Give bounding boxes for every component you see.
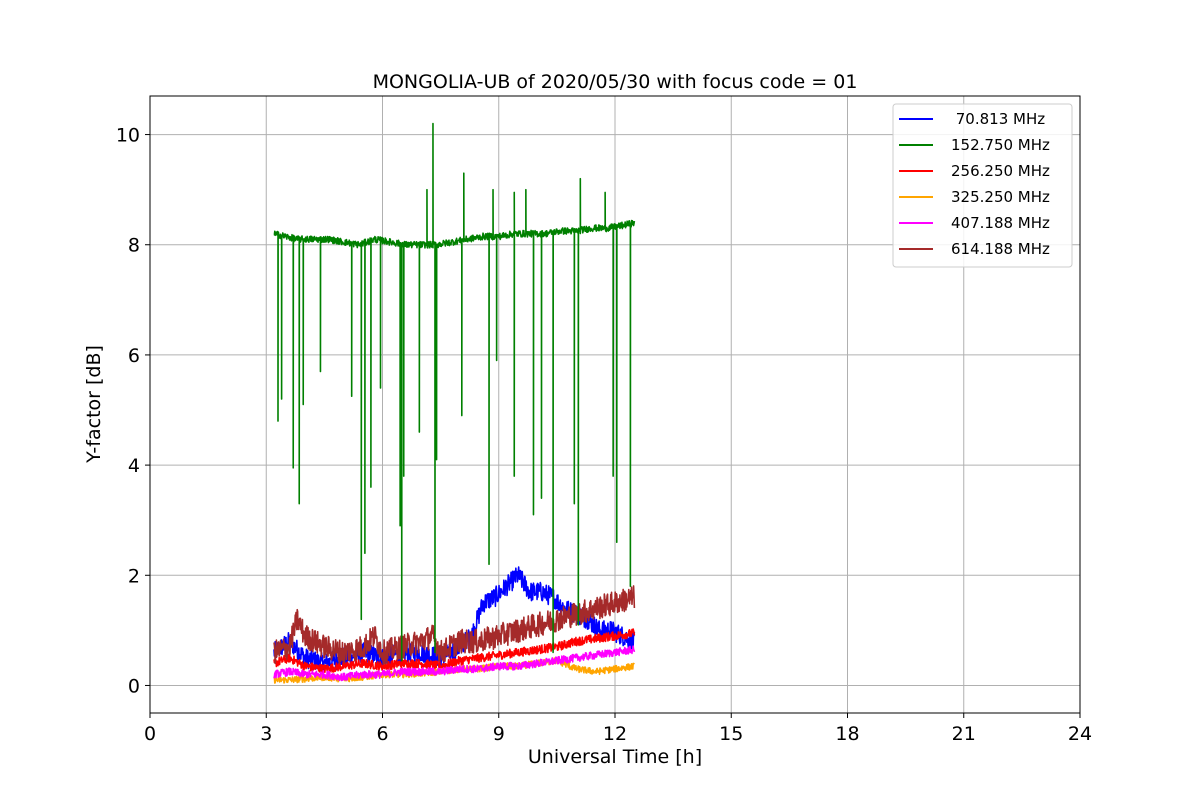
x-tick-label: 12 <box>603 723 627 745</box>
legend-label: 325.250 MHz <box>951 188 1050 206</box>
x-tick-label: 3 <box>260 723 272 745</box>
series-line <box>273 585 636 665</box>
legend-label: 407.188 MHz <box>951 214 1050 232</box>
y-tick-label: 4 <box>128 455 140 477</box>
legend-label: 614.188 MHz <box>951 240 1050 258</box>
x-tick-label: 0 <box>144 723 156 745</box>
x-tick-label: 9 <box>493 723 505 745</box>
series-line <box>273 645 636 682</box>
series-line <box>273 628 636 674</box>
x-tick-label: 15 <box>719 723 743 745</box>
x-axis-label: Universal Time [h] <box>528 746 702 768</box>
y-tick-label: 8 <box>128 235 140 257</box>
series-group <box>273 122 636 684</box>
legend-label: 152.750 MHz <box>951 136 1050 154</box>
legend-box <box>892 103 1073 268</box>
legend-label: 70.813 MHz <box>951 110 1045 128</box>
y-tick-label: 6 <box>128 345 140 367</box>
legend: 70.813 MHz 152.750 MHz 256.250 MHz 325.250 … <box>892 103 1073 268</box>
y-tick-label: 2 <box>128 565 140 587</box>
legend-label: 256.250 MHz <box>951 162 1050 180</box>
series-line <box>273 122 636 662</box>
chart-title: MONGOLIA-UB of 2020/05/30 with focus cod… <box>373 71 858 93</box>
x-tick-label: 6 <box>376 723 388 745</box>
y-tick-label: 0 <box>128 675 140 697</box>
x-tick-label: 18 <box>835 723 859 745</box>
x-tick-label: 21 <box>952 723 976 745</box>
y-tick-label: 10 <box>116 125 140 147</box>
x-tick-label: 24 <box>1068 723 1092 745</box>
y-axis-label: Y-factor [dB] <box>83 345 105 464</box>
